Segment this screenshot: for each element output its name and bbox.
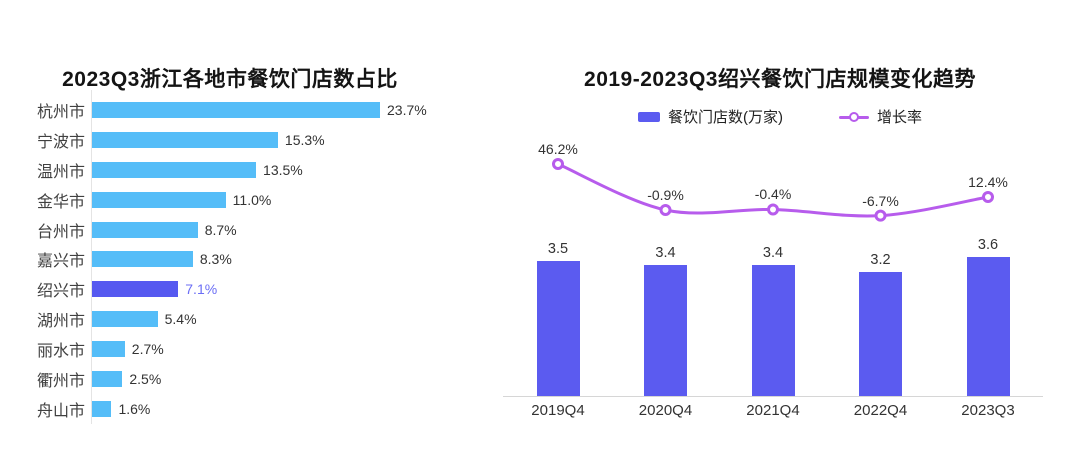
value-label: 5.4%: [164, 311, 197, 328]
value-label: 8.7%: [204, 221, 237, 238]
bar-value-label: 3.4: [655, 244, 676, 261]
bar: [92, 191, 226, 208]
x-axis-label: 2021Q4: [746, 402, 800, 419]
x-axis-label: 2019Q4: [531, 402, 585, 419]
bar: [92, 370, 123, 387]
x-axis-label: 2023Q3: [961, 402, 1015, 419]
bar-row: 衢州市 2.5%: [0, 364, 460, 394]
bar-row: 湖州市 5.4%: [0, 304, 460, 334]
line-marker: [552, 158, 564, 171]
bar-value-label: 3.4: [762, 244, 784, 261]
growth-rate-line: [552, 158, 994, 222]
bar-row: 宁波市 15.3%: [0, 125, 460, 155]
line-marker: [767, 203, 779, 216]
value-label: 7.1%: [185, 281, 218, 298]
bar-row: 嘉兴市 8.3%: [0, 244, 460, 274]
value-label: 2.7%: [131, 341, 164, 358]
bar: [92, 311, 158, 328]
column-bar: [536, 260, 580, 396]
bar: [92, 221, 198, 238]
category-label: 杭州市: [36, 103, 85, 121]
category-label: 舟山市: [36, 402, 85, 420]
legend-item-bar-series: 餐饮门店数(万家): [637, 106, 783, 127]
line-marker: [982, 190, 994, 203]
line-value-label: 12.4%: [968, 173, 1008, 190]
column-bar: [859, 272, 902, 396]
line-value-label: 46.2%: [538, 141, 578, 157]
bar: [92, 131, 278, 148]
value-label: 15.3%: [284, 131, 325, 148]
value-label: 23.7%: [387, 101, 427, 118]
bar-row: 舟山市 1.6%: [0, 394, 460, 424]
bar-row: 杭州市 23.7%: [0, 95, 460, 125]
bar-row: 丽水市 2.7%: [0, 334, 460, 364]
line-swatch-marker: [848, 111, 859, 122]
left-chart-panel: 2023Q3浙江各地市餐饮门店数占比 杭州市 23.7% 宁波市 15.3% 温州市 13…: [0, 0, 460, 458]
bar-row: 台州市 8.7%: [0, 215, 460, 245]
bar-value-label: 3.5: [547, 240, 569, 257]
column-bar: [751, 264, 795, 396]
bar-value-label: 3.2: [870, 252, 891, 269]
line-marker: [874, 209, 887, 222]
value-label: 11.0%: [232, 191, 272, 208]
right-chart-panel: 2019-2023Q3绍兴餐饮门店规模变化趋势 餐饮门店数(万家) 增长率 3.5…: [500, 0, 1060, 458]
bar: [92, 101, 380, 118]
right-chart-plot-area: 3.5 3.4 3.4 3.2 3.6 46.2% -0.9% -0.4% -6.7% 12.4%: [503, 130, 1043, 397]
category-label: 温州市: [36, 163, 85, 181]
value-label: 13.5%: [263, 161, 303, 178]
value-label: 1.6%: [118, 400, 151, 417]
bar-row: 温州市 13.5%: [0, 155, 460, 185]
x-axis-label: 2022Q4: [853, 402, 908, 419]
column-bar: [644, 264, 687, 396]
line-series-swatch: [838, 111, 869, 122]
category-label: 宁波市: [36, 133, 85, 151]
bar: [92, 251, 193, 268]
left-chart-title: 2023Q3浙江各地市餐饮门店数占比: [62, 68, 398, 92]
category-label: 金华市: [36, 193, 85, 211]
right-chart-title: 2019-2023Q3绍兴餐饮门店规模变化趋势: [584, 68, 976, 92]
bar: [92, 161, 257, 178]
x-axis-label: 2020Q4: [638, 402, 693, 419]
bar: [92, 341, 125, 358]
right-chart-legend: 餐饮门店数(万家) 增长率: [500, 106, 1060, 127]
line-value-label: -0.9%: [647, 186, 684, 203]
bar-highlighted: [92, 281, 179, 298]
line-value-label: -0.4%: [754, 186, 792, 203]
column-bar: [966, 257, 1010, 396]
bar-row: 绍兴市 7.1%: [0, 274, 460, 304]
legend-label: 增长率: [876, 109, 922, 126]
legend-label: 餐饮门店数(万家): [667, 109, 783, 126]
bar: [92, 400, 112, 417]
bar-value-label: 3.6: [977, 237, 999, 254]
line-value-label: -6.7%: [862, 192, 899, 209]
bar-row: 金华市 11.0%: [0, 185, 460, 215]
right-chart-x-axis-labels: 2019Q4 2020Q4 2021Q4 2022Q4 2023Q3: [503, 402, 1043, 422]
value-label: 2.5%: [129, 370, 162, 387]
category-label: 衢州市: [36, 372, 85, 390]
category-label: 丽水市: [36, 343, 85, 361]
legend-item-line-series: 增长率: [838, 106, 922, 127]
value-label: 8.3%: [199, 251, 232, 268]
category-label: 嘉兴市: [36, 253, 85, 271]
left-chart-bars-area: 杭州市 23.7% 宁波市 15.3% 温州市 13.5% 金华市 11.0% 台州市 8.7% 嘉…: [0, 95, 460, 424]
category-label: 绍兴市: [36, 283, 85, 301]
category-label: 湖州市: [36, 313, 85, 331]
category-label: 台州市: [36, 223, 85, 241]
left-chart-y-axis-line: [91, 90, 92, 424]
bar-series-swatch: [637, 111, 660, 122]
line-marker: [659, 203, 672, 216]
